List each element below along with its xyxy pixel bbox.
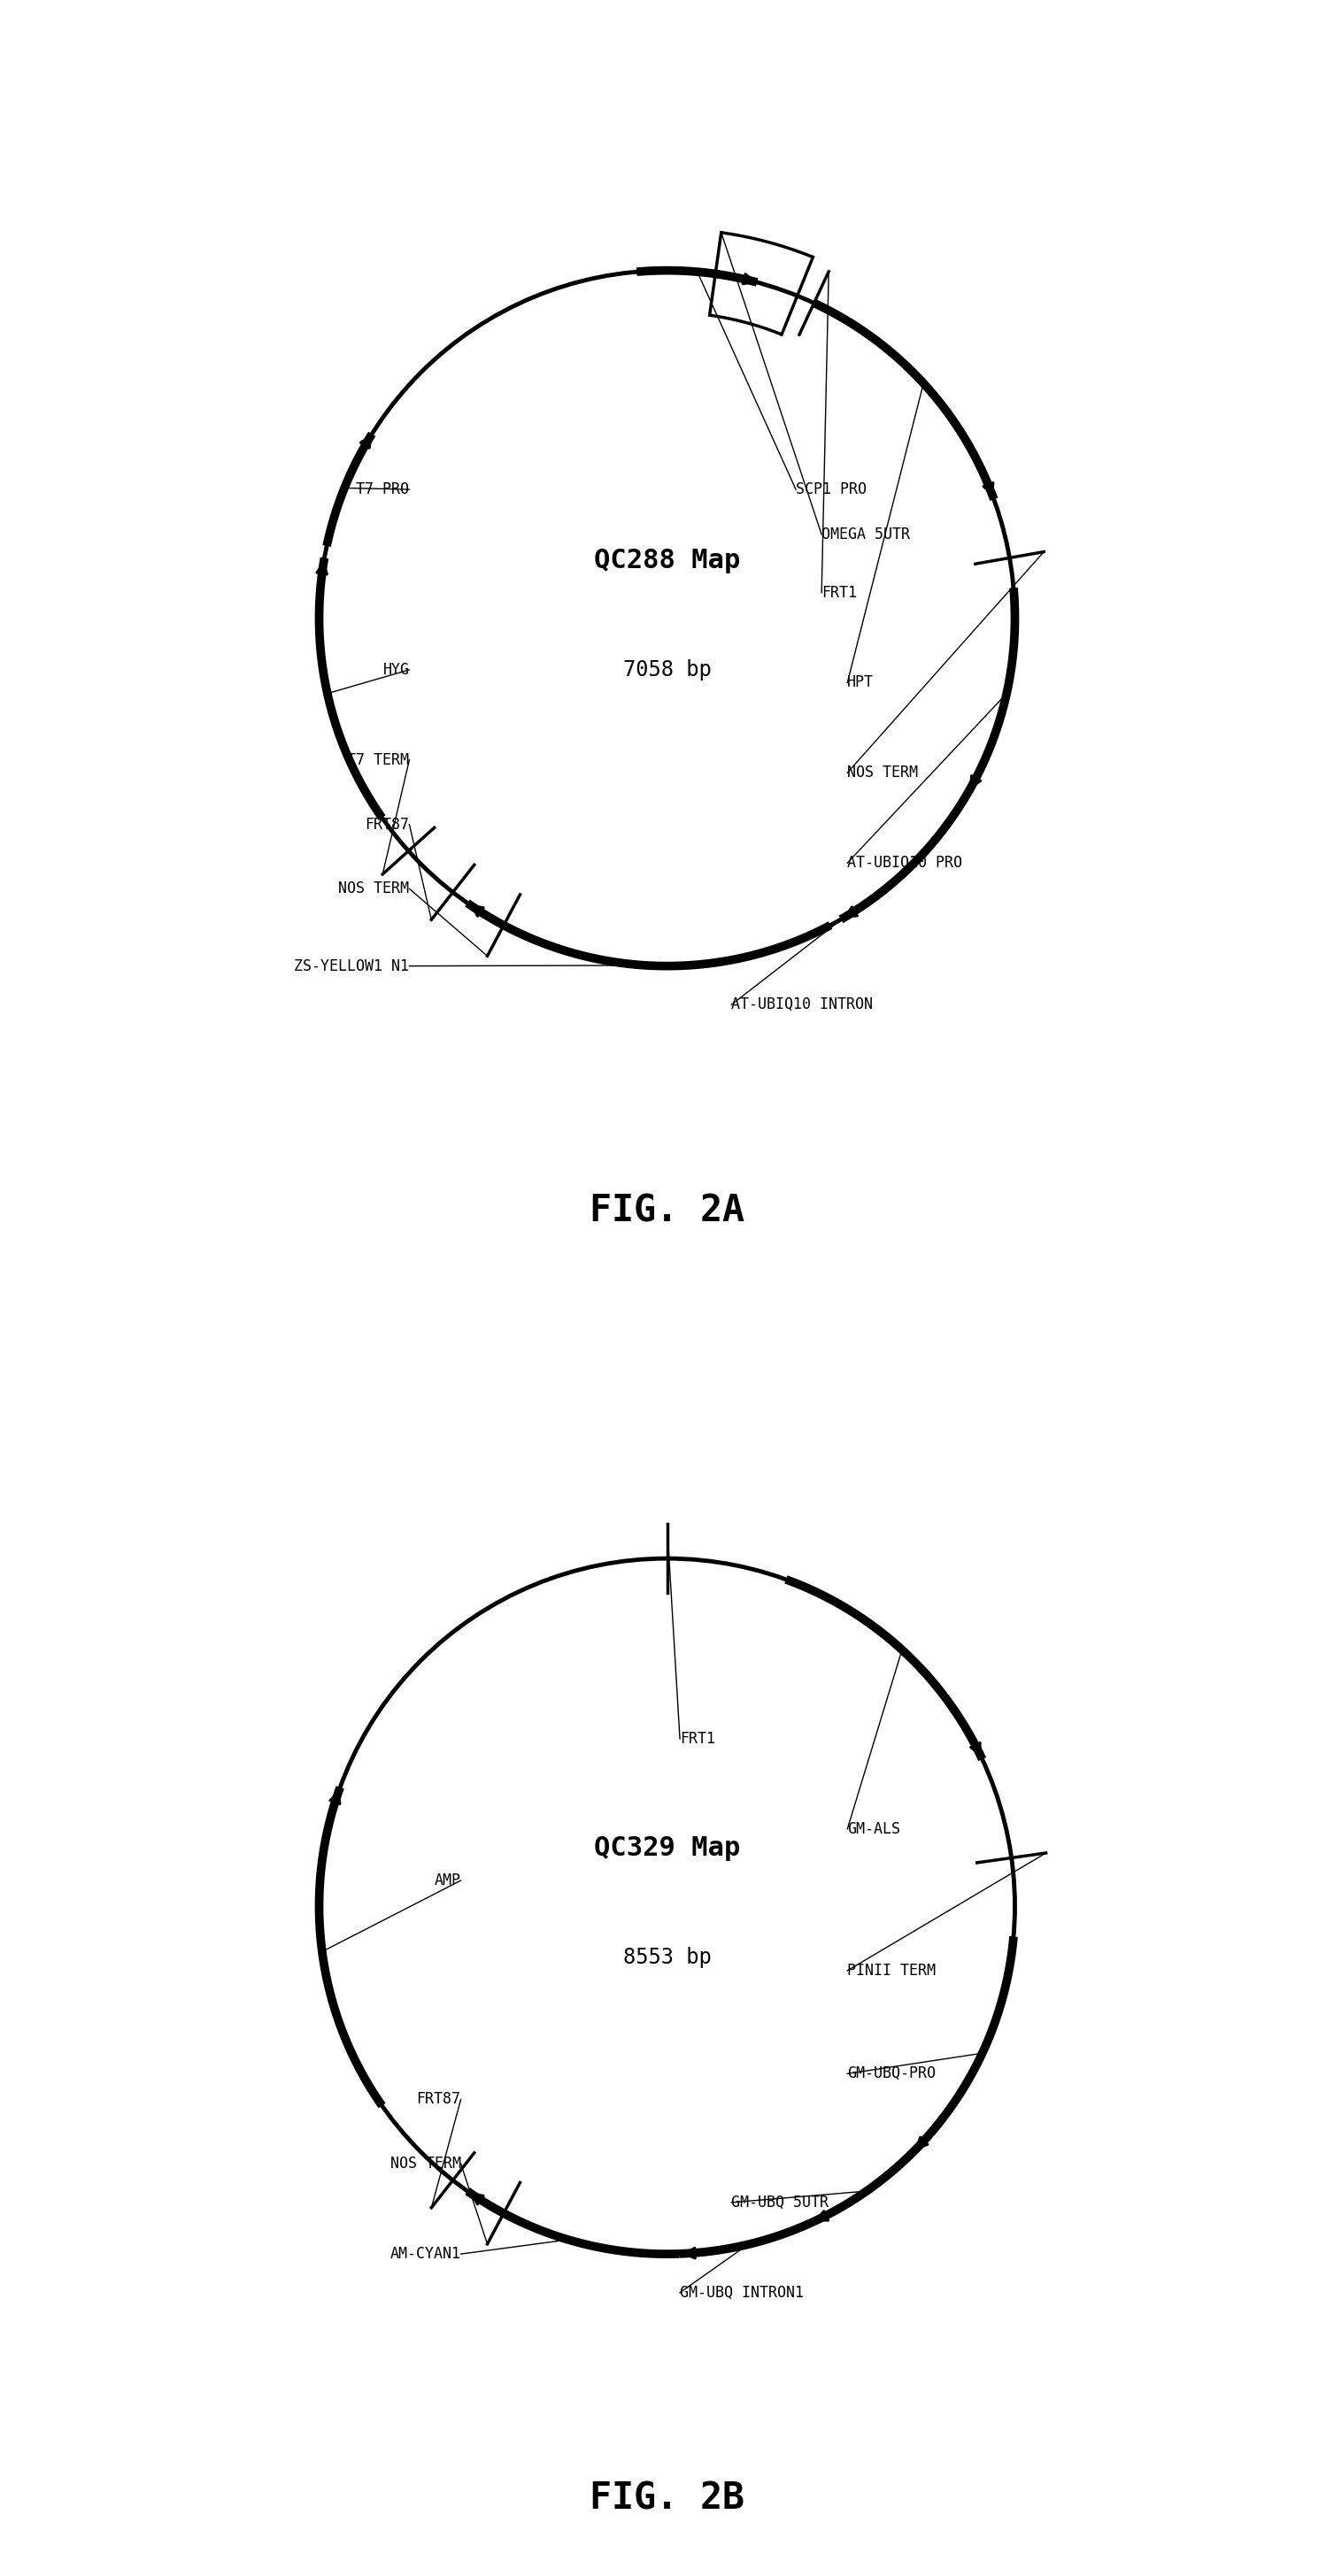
Text: FRT1: FRT1 bbox=[680, 1731, 715, 1747]
Text: SCP1 PRO: SCP1 PRO bbox=[796, 482, 867, 497]
Text: AMP: AMP bbox=[435, 1873, 460, 1888]
Text: FRT1: FRT1 bbox=[822, 585, 856, 600]
Text: QC329 Map: QC329 Map bbox=[594, 1837, 740, 1860]
Text: FRT87: FRT87 bbox=[366, 817, 410, 832]
Text: AM-CYAN1: AM-CYAN1 bbox=[390, 2246, 460, 2262]
Text: FIG. 2A: FIG. 2A bbox=[590, 1193, 744, 1229]
Text: 7058 bp: 7058 bp bbox=[623, 659, 711, 680]
Text: GM-UBQ 5UTR: GM-UBQ 5UTR bbox=[731, 2195, 828, 2210]
Text: 8553 bp: 8553 bp bbox=[623, 1947, 711, 1968]
Text: FRT87: FRT87 bbox=[416, 2092, 460, 2107]
Text: GM-UBQ-PRO: GM-UBQ-PRO bbox=[847, 2066, 936, 2081]
Text: HYG: HYG bbox=[383, 662, 410, 677]
Text: NOS TERM: NOS TERM bbox=[339, 881, 410, 896]
Text: HPT: HPT bbox=[847, 675, 874, 690]
Text: ZS-YELLOW1 N1: ZS-YELLOW1 N1 bbox=[295, 958, 410, 974]
Text: FIG. 2B: FIG. 2B bbox=[590, 2481, 744, 2517]
Text: AT-UBIQ10 INTRON: AT-UBIQ10 INTRON bbox=[731, 997, 872, 1012]
Text: T7 TERM: T7 TERM bbox=[347, 752, 410, 768]
Text: QC288 Map: QC288 Map bbox=[594, 549, 740, 572]
Text: OMEGA 5UTR: OMEGA 5UTR bbox=[822, 526, 910, 544]
Text: GM-ALS: GM-ALS bbox=[847, 1821, 900, 1837]
Text: PINII TERM: PINII TERM bbox=[847, 1963, 936, 1978]
Text: GM-UBQ INTRON1: GM-UBQ INTRON1 bbox=[680, 2285, 804, 2300]
Text: AT-UBIQ10 PRO: AT-UBIQ10 PRO bbox=[847, 855, 962, 871]
Text: T7 PRO: T7 PRO bbox=[356, 482, 410, 497]
Text: NOS TERM: NOS TERM bbox=[847, 765, 918, 781]
Text: NOS TERM: NOS TERM bbox=[390, 2156, 460, 2172]
